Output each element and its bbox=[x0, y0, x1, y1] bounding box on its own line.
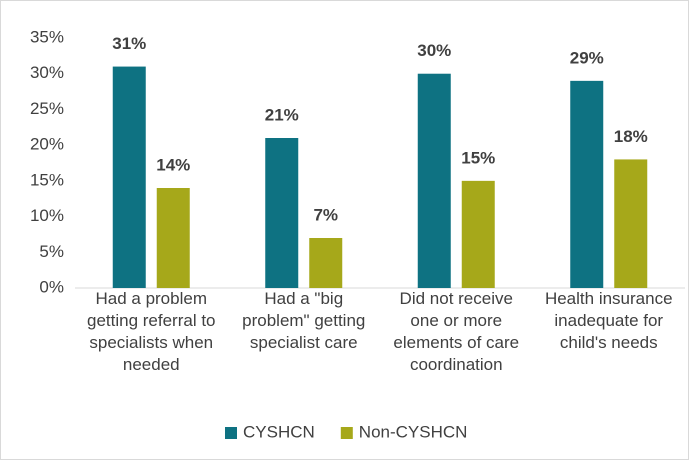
bar bbox=[265, 138, 299, 288]
value-label: 18% bbox=[614, 127, 648, 146]
y-tick-label: 5% bbox=[39, 242, 64, 261]
y-tick-label: 25% bbox=[30, 99, 64, 118]
bar bbox=[156, 188, 190, 288]
value-label: 7% bbox=[313, 205, 338, 224]
y-tick-label: 20% bbox=[30, 135, 64, 154]
legend-label: Non-CYSHCN bbox=[359, 422, 468, 441]
value-label: 31% bbox=[112, 34, 146, 53]
value-label: 21% bbox=[265, 105, 299, 124]
y-tick-label: 30% bbox=[30, 63, 64, 82]
value-label: 14% bbox=[156, 155, 190, 174]
y-tick-label: 15% bbox=[30, 170, 64, 189]
value-label: 30% bbox=[417, 41, 451, 60]
bar bbox=[461, 180, 495, 288]
value-label: 15% bbox=[461, 148, 495, 167]
bar bbox=[570, 80, 604, 288]
y-tick-label: 10% bbox=[30, 206, 64, 225]
value-label: 29% bbox=[570, 48, 604, 67]
y-tick-label: 0% bbox=[39, 277, 64, 296]
x-tick-label: Health insurance inadequate for child's ne… bbox=[545, 289, 673, 352]
bar bbox=[309, 238, 343, 288]
legend-label: CYSHCN bbox=[243, 422, 315, 441]
y-tick-label: 35% bbox=[30, 27, 64, 46]
x-tick-label: Had a "big problem" getting specialist car… bbox=[242, 289, 365, 352]
x-tick-label: Did not receive one or more elements of ca… bbox=[393, 289, 519, 374]
bar bbox=[112, 66, 146, 288]
x-tick-label: Had a problem getting referral to speciali… bbox=[87, 289, 216, 374]
legend-swatch bbox=[225, 427, 237, 439]
bar bbox=[417, 73, 451, 288]
bar bbox=[614, 159, 648, 288]
legend-swatch bbox=[340, 427, 353, 439]
